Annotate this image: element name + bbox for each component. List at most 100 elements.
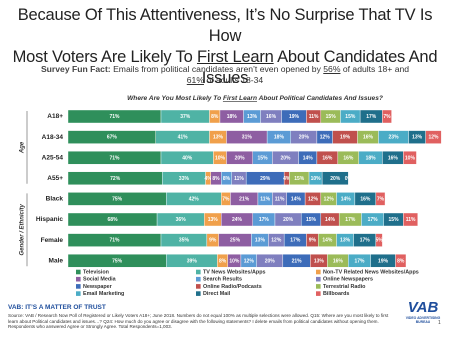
subtitle-stat: 56% <box>323 64 341 74</box>
group-label: Gender / Ethnicity <box>20 203 26 255</box>
value-label: 0% <box>345 176 353 182</box>
title-line: Most Voters Are Likely To <box>12 48 197 66</box>
bar-segment <box>382 109 392 124</box>
value-label: 17% <box>259 217 270 223</box>
value-label: 11% <box>275 197 285 203</box>
chart-title-part: About Political Candidates And Issues? <box>257 95 383 102</box>
value-label: 20% <box>265 258 276 264</box>
legend-swatch <box>316 291 321 296</box>
value-label: 8% <box>211 114 219 120</box>
bar-segment <box>403 150 417 165</box>
value-label: 13% <box>340 238 351 244</box>
value-label: 8% <box>397 258 405 264</box>
value-label: 13% <box>255 238 266 244</box>
row-label: A18+ <box>47 113 63 120</box>
value-label: 67% <box>107 135 118 141</box>
value-label: 17% <box>368 217 379 223</box>
value-label: 20% <box>283 217 294 223</box>
value-label: 19% <box>289 114 300 120</box>
row-label: Black <box>46 196 64 203</box>
bar-segment <box>395 253 407 268</box>
value-label: 16% <box>363 135 374 141</box>
value-label: 16% <box>343 155 354 161</box>
value-label: 71% <box>109 114 120 120</box>
value-label: 17% <box>360 238 371 244</box>
value-label: 31% <box>242 135 253 141</box>
value-label: 18% <box>366 155 377 161</box>
legend-swatch <box>316 276 321 282</box>
value-label: 12% <box>320 135 331 141</box>
group-label: Age <box>20 141 26 154</box>
value-label: 72% <box>110 176 121 182</box>
title-line: About Candidates And Issues <box>201 48 438 87</box>
value-label: 68% <box>108 217 119 223</box>
value-label: 41% <box>178 135 189 141</box>
value-label: 71% <box>109 238 120 244</box>
value-label: 14% <box>291 197 302 203</box>
value-label: 11% <box>406 217 416 223</box>
title-underlined: First Learn <box>196 48 274 66</box>
bar-segment <box>425 130 442 144</box>
value-label: 16% <box>388 155 399 161</box>
value-label: 8% <box>219 258 227 264</box>
value-label: 5% <box>376 238 384 244</box>
legend-label: Online Newspapers <box>323 277 373 283</box>
value-label: 36% <box>176 217 187 223</box>
value-label: 14% <box>322 238 333 244</box>
row-label: Female <box>41 237 64 244</box>
legend-label: Search Results <box>203 277 242 283</box>
value-label: 12% <box>244 258 255 264</box>
value-label: 13% <box>314 258 325 264</box>
value-label: 10% <box>215 155 226 161</box>
subtitle-text: Emails from political candidates aren’t … <box>110 64 324 74</box>
value-label: 14% <box>325 217 336 223</box>
value-label: 16% <box>360 197 371 203</box>
legend-label: Newspaper <box>83 284 113 290</box>
value-label: 21% <box>292 258 303 264</box>
value-label: 19% <box>340 135 351 141</box>
value-label: 35% <box>179 238 190 244</box>
value-label: 13% <box>213 135 224 141</box>
chart-title-part: Where Are You Most Likely To <box>127 95 223 102</box>
value-label: 13% <box>247 114 258 120</box>
value-label: 11% <box>260 197 270 203</box>
value-label: 71% <box>109 155 120 161</box>
legend-label: Online Radio/Podcasts <box>203 284 262 290</box>
value-label: 8% <box>212 176 220 182</box>
row-label: Hispanic <box>36 216 63 223</box>
row-label: A18-34 <box>42 134 64 141</box>
value-label: 15% <box>389 217 400 223</box>
value-label: 24% <box>232 217 243 223</box>
bar-segment <box>403 212 418 227</box>
value-label: 25% <box>230 238 241 244</box>
value-label: 12% <box>428 135 439 141</box>
logo-text: VAB <box>407 299 439 316</box>
value-label: 20% <box>235 155 246 161</box>
value-label: 75% <box>112 197 123 203</box>
value-label: 17% <box>354 258 365 264</box>
subtitle-text: of adults 18+ and <box>340 64 410 74</box>
value-label: 11% <box>309 114 319 120</box>
footer-heading: VAB: IT’S A MATTER OF TRUST <box>8 304 106 311</box>
value-label: 33% <box>179 176 190 182</box>
value-label: 14% <box>341 197 352 203</box>
legend-label: Billboards <box>323 291 349 297</box>
chart: Where Are You Most Likely To First Learn… <box>20 95 442 297</box>
value-label: 15% <box>345 114 356 120</box>
value-label: 16% <box>333 258 344 264</box>
chart-title: Where Are You Most Likely To First Learn… <box>127 95 383 102</box>
value-label: 7% <box>222 197 230 203</box>
value-label: 20% <box>280 155 291 161</box>
title-line: Because Of This Attentiveness, It’s No S… <box>17 6 433 45</box>
value-label: 20% <box>330 176 341 182</box>
value-label: 20% <box>299 135 310 141</box>
legend-label: Social Media <box>83 277 117 283</box>
chart-title-underlined: First Learn <box>223 95 257 102</box>
legend-label: Email Marketing <box>83 291 124 297</box>
subtitle: Survey Fun Fact: Emails from political c… <box>20 64 430 86</box>
value-label: 12% <box>308 197 319 203</box>
value-label: 18% <box>274 135 285 141</box>
page-number: 1 <box>438 320 441 326</box>
subtitle-stat: 61% <box>186 75 204 85</box>
legend-label: Direct Mail <box>203 291 231 297</box>
